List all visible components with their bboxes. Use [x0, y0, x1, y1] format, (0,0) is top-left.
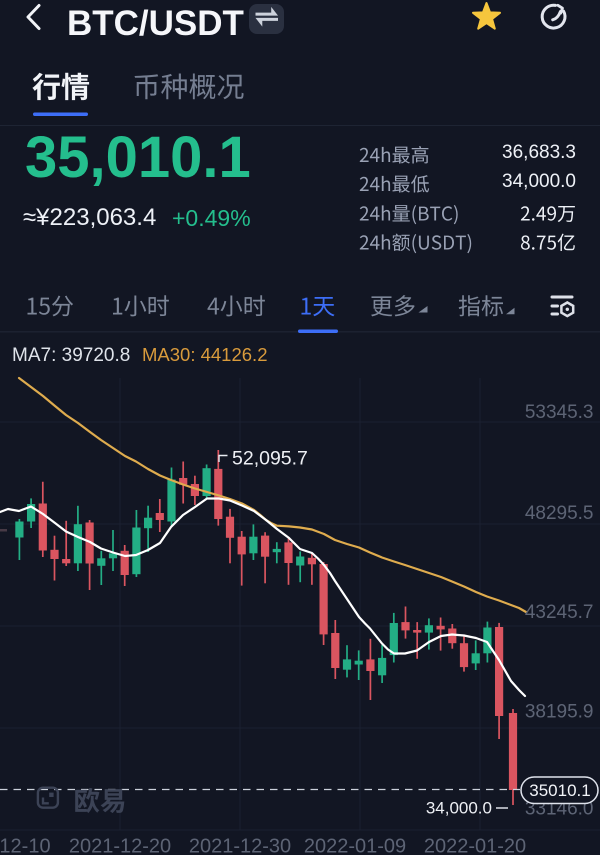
- svg-text:12-10: 12-10: [0, 836, 51, 855]
- svg-text:35010.1: 35010.1: [529, 781, 590, 800]
- svg-text:2022-01-20: 2022-01-20: [424, 836, 526, 855]
- svg-text:34,000.0: 34,000.0: [426, 799, 492, 818]
- svg-text:MA30: 44126.2: MA30: 44126.2: [142, 344, 267, 365]
- svg-text:2021-12-20: 2021-12-20: [69, 836, 171, 855]
- svg-text:43245.7: 43245.7: [525, 602, 594, 623]
- svg-text:38195.9: 38195.9: [525, 702, 594, 723]
- svg-text:MA7: 39720.8: MA7: 39720.8: [12, 345, 130, 366]
- svg-text:53345.3: 53345.3: [525, 402, 594, 423]
- svg-text:2021-12-30: 2021-12-30: [189, 836, 291, 855]
- svg-text:2022-01-09: 2022-01-09: [304, 836, 406, 855]
- svg-text:52,095.7: 52,095.7: [232, 448, 308, 470]
- svg-text:48295.5: 48295.5: [525, 503, 594, 524]
